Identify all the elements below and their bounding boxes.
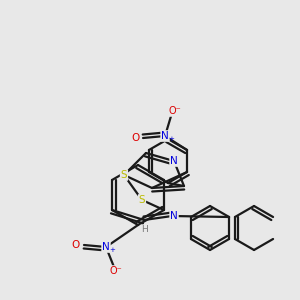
Text: O⁻: O⁻ <box>110 266 122 276</box>
Text: +: + <box>168 136 174 142</box>
Text: S: S <box>121 170 127 180</box>
Text: S: S <box>139 195 145 205</box>
Text: N: N <box>170 156 178 166</box>
Text: H: H <box>141 226 147 235</box>
Text: N: N <box>170 211 178 221</box>
Text: O⁻: O⁻ <box>169 106 182 116</box>
Text: O: O <box>131 133 139 143</box>
Text: N: N <box>161 131 169 141</box>
Text: O: O <box>72 240 80 250</box>
Text: +: + <box>109 247 115 253</box>
Text: N: N <box>102 242 110 252</box>
